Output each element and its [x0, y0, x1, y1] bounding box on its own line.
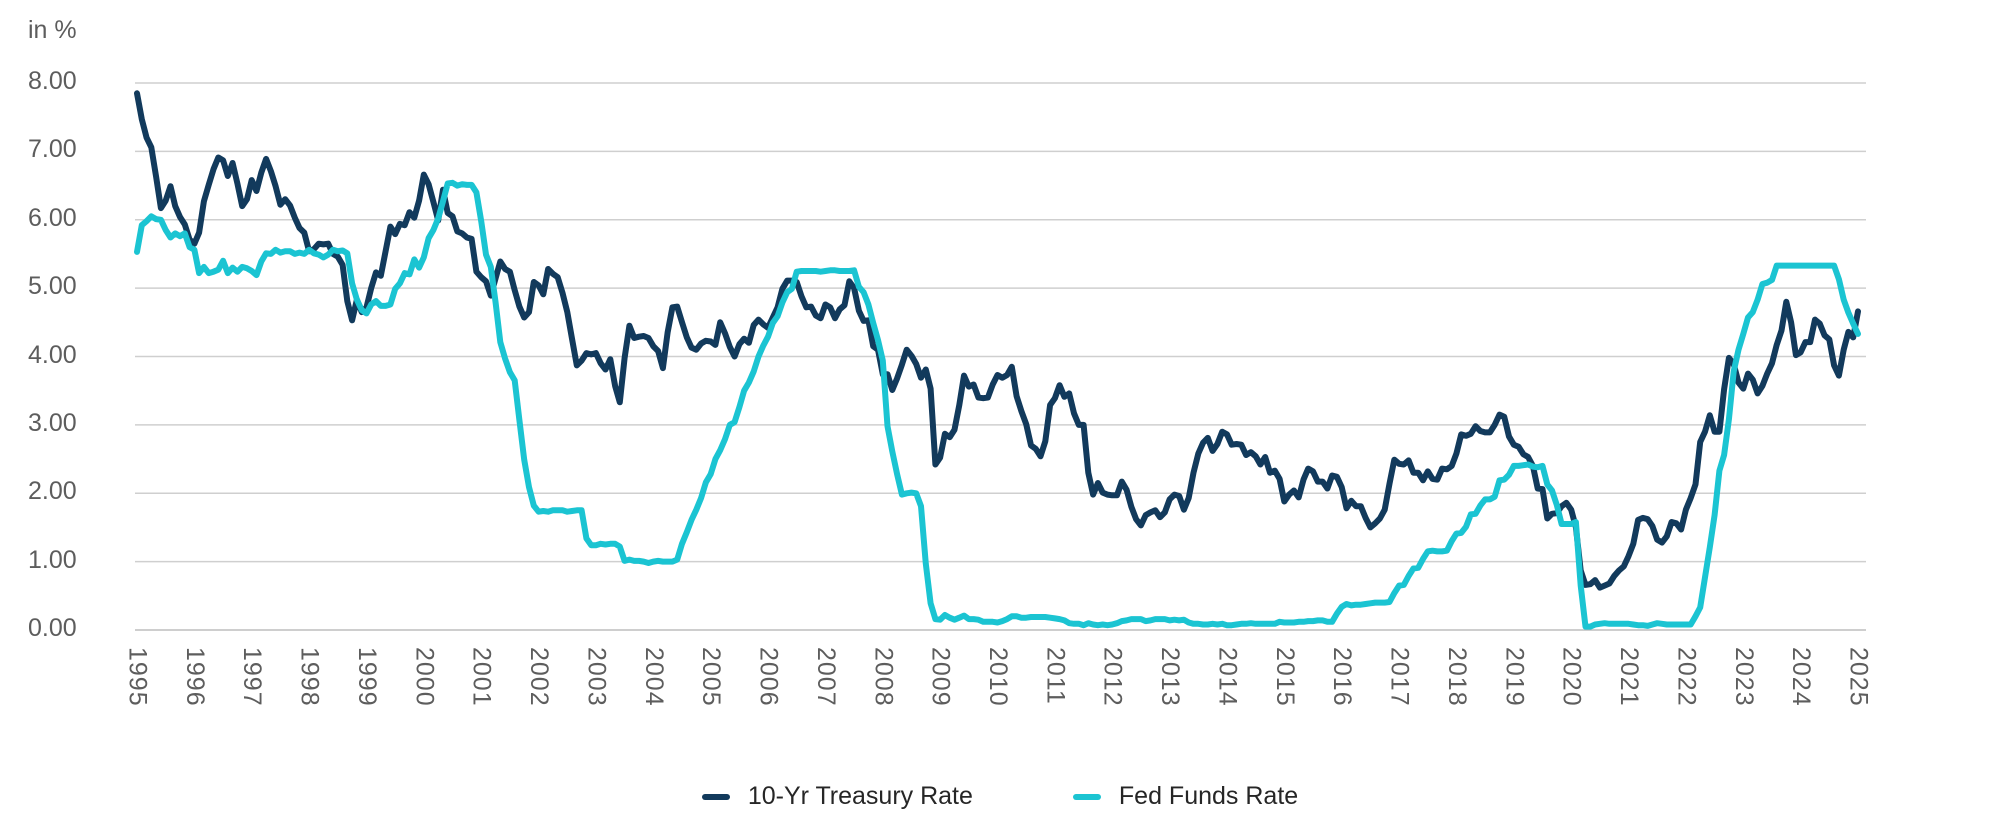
10-yr-treasury-rate-line [134, 90, 1861, 591]
y-tick-label: 3.00 [28, 408, 77, 437]
x-tick-label: 2006 [754, 647, 783, 707]
legend-item-fed-funds: Fed Funds Rate [1072, 782, 1299, 811]
x-tick-label: 2024 [1787, 647, 1816, 707]
fed-funds-line-swatch-icon [1072, 793, 1101, 800]
y-axis-unit-label: in % [28, 16, 77, 44]
y-tick-label: 1.00 [28, 545, 77, 574]
x-tick-label: 2016 [1328, 647, 1357, 707]
x-tick-label: 2011 [1041, 647, 1070, 705]
y-tick-label: 6.00 [28, 203, 77, 232]
x-tick-label: 1995 [123, 647, 152, 707]
x-tick-label: 2000 [410, 647, 439, 707]
x-tick-label: 2003 [582, 647, 611, 707]
x-tick-label: 1999 [352, 647, 381, 707]
fed-funds-legend-label: Fed Funds Rate [1118, 782, 1299, 810]
x-tick-label: 2013 [1156, 647, 1185, 707]
y-tick-label: 5.00 [28, 272, 77, 301]
x-tick-label: 1996 [180, 647, 209, 707]
legend-item-treasury: 10-Yr Treasury Rate [701, 782, 973, 811]
x-tick-label: 2004 [639, 647, 668, 707]
x-tick-label: 2019 [1500, 647, 1529, 707]
y-tick-label: 7.00 [28, 135, 77, 164]
x-tick-label: 2021 [1615, 647, 1644, 707]
y-tick-label: 8.00 [28, 67, 77, 95]
x-tick-label: 2005 [697, 647, 726, 707]
x-tick-label: 1997 [238, 647, 267, 707]
x-tick-label: 2015 [1270, 647, 1299, 707]
x-tick-label: 2002 [525, 647, 554, 707]
y-tick-label: 0.00 [28, 614, 77, 642]
treasury-line-swatch-icon [701, 793, 730, 800]
treasury-legend-label: 10-Yr Treasury Rate [747, 782, 973, 810]
x-tick-label: 2010 [984, 647, 1012, 707]
x-tick-label: 2014 [1213, 647, 1242, 707]
x-tick-label: 2007 [811, 647, 840, 707]
y-tick-label: 4.00 [28, 340, 77, 369]
y-tick-label: 2.00 [28, 477, 77, 506]
x-tick-label: 2017 [1385, 647, 1414, 707]
x-tick-label: 2020 [1557, 647, 1586, 707]
x-tick-label: 2012 [1098, 647, 1127, 707]
legend: 10-Yr Treasury Rate Fed Funds Rate [0, 782, 2000, 811]
x-tick-label: 1998 [295, 647, 324, 707]
x-tick-label: 2009 [926, 647, 955, 707]
x-tick-label: 2018 [1442, 647, 1471, 707]
x-tick-label: 2025 [1844, 647, 1873, 707]
x-tick-label: 2001 [467, 647, 496, 707]
x-tick-label: 2008 [869, 647, 898, 707]
x-tick-label: 2022 [1672, 647, 1701, 707]
fed-funds-rate-line [134, 179, 1861, 630]
x-tick-label: 2023 [1729, 647, 1758, 707]
